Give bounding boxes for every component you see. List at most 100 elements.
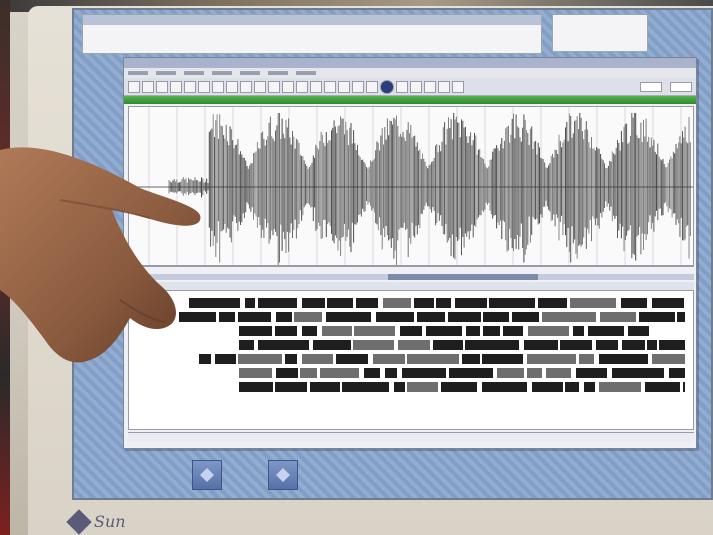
background-window[interactable]: [82, 14, 542, 54]
annotation-segment[interactable]: [276, 368, 298, 378]
annotation-segment[interactable]: [570, 298, 616, 308]
annotation-segment[interactable]: [455, 298, 487, 308]
annotation-segment[interactable]: [576, 368, 607, 378]
annotation-segment[interactable]: [639, 312, 675, 322]
annotation-segment[interactable]: [219, 312, 235, 322]
toolbar-button[interactable]: [156, 80, 168, 93]
annotation-segment[interactable]: [482, 354, 523, 364]
annotation-segment[interactable]: [647, 340, 657, 350]
annotation-segment[interactable]: [612, 368, 664, 378]
taskbar-app-icon[interactable]: [268, 460, 298, 490]
toolbar-field[interactable]: [640, 81, 662, 92]
annotation-segment[interactable]: [239, 340, 254, 350]
annotation-segment[interactable]: [482, 382, 527, 392]
annotation-segment[interactable]: [584, 382, 595, 392]
annotation-segment[interactable]: [373, 354, 405, 364]
annotation-segment[interactable]: [645, 382, 680, 392]
annotation-segment[interactable]: [258, 298, 297, 308]
menu-item[interactable]: [128, 71, 148, 75]
annotation-segment[interactable]: [538, 298, 567, 308]
annotation-segment[interactable]: [497, 368, 524, 378]
annotation-segment[interactable]: [599, 382, 641, 392]
annotation-segment[interactable]: [532, 382, 563, 392]
annotation-segment[interactable]: [579, 354, 594, 364]
background-window-right[interactable]: [552, 14, 648, 52]
toolbar-button[interactable]: [240, 80, 252, 93]
toolbar-field[interactable]: [670, 81, 692, 92]
waveform-panel[interactable]: [128, 106, 694, 266]
scrollbar-thumb[interactable]: [388, 274, 538, 280]
annotation-segment[interactable]: [489, 298, 535, 308]
annotation-segment[interactable]: [449, 368, 493, 378]
taskbar-app-icon[interactable]: [192, 460, 222, 490]
annotation-segment[interactable]: [245, 298, 255, 308]
toolbar-button[interactable]: [142, 80, 154, 93]
annotation-segment[interactable]: [483, 312, 509, 322]
annotation-segment[interactable]: [385, 368, 397, 378]
annotation-segment[interactable]: [383, 298, 411, 308]
toolbar-button[interactable]: [452, 80, 464, 93]
annotation-tier[interactable]: [129, 353, 693, 365]
annotation-segment[interactable]: [596, 340, 618, 350]
annotation-segment[interactable]: [524, 340, 558, 350]
annotation-segment[interactable]: [276, 312, 292, 322]
annotation-segment[interactable]: [275, 382, 307, 392]
toolbar-button[interactable]: [128, 80, 140, 93]
annotation-segment[interactable]: [238, 354, 282, 364]
annotation-segment[interactable]: [199, 354, 211, 364]
globe-icon[interactable]: [380, 79, 394, 94]
annotation-segment[interactable]: [215, 354, 236, 364]
toolbar-button[interactable]: [268, 80, 280, 93]
annotation-segment[interactable]: [407, 354, 459, 364]
annotation-segment[interactable]: [588, 326, 624, 336]
audio-analysis-window[interactable]: [123, 57, 697, 449]
menu-item[interactable]: [240, 71, 260, 75]
menu-item[interactable]: [184, 71, 204, 75]
annotation-segment[interactable]: [407, 382, 438, 392]
toolbar-button[interactable]: [338, 80, 350, 93]
menu-item[interactable]: [268, 71, 288, 75]
toolbar-button[interactable]: [184, 80, 196, 93]
annotation-segment[interactable]: [652, 298, 684, 308]
toolbar-button[interactable]: [352, 80, 364, 93]
annotation-segment[interactable]: [353, 340, 394, 350]
toolbar-button[interactable]: [296, 80, 308, 93]
annotation-segment[interactable]: [310, 382, 340, 392]
app-title-bar[interactable]: [124, 58, 696, 68]
annotation-segment[interactable]: [512, 312, 539, 322]
menu-item[interactable]: [296, 71, 316, 75]
annotation-segment[interactable]: [364, 368, 380, 378]
annotation-segment[interactable]: [573, 326, 584, 336]
annotation-segment[interactable]: [336, 354, 368, 364]
annotation-segment[interactable]: [465, 340, 519, 350]
annotation-segment[interactable]: [327, 298, 353, 308]
annotation-segment[interactable]: [621, 298, 647, 308]
annotation-tier[interactable]: [129, 311, 693, 323]
annotation-tier[interactable]: [129, 297, 693, 309]
annotation-segment[interactable]: [239, 326, 272, 336]
annotation-segment[interactable]: [503, 326, 523, 336]
annotation-segment[interactable]: [433, 340, 463, 350]
annotation-segment[interactable]: [560, 340, 592, 350]
annotation-segment[interactable]: [683, 382, 685, 392]
annotation-tier[interactable]: [129, 339, 693, 351]
annotation-segment[interactable]: [398, 340, 430, 350]
waveform-scrollbar[interactable]: [128, 274, 694, 280]
annotation-segment[interactable]: [179, 312, 216, 322]
menu-item[interactable]: [212, 71, 232, 75]
annotation-segment[interactable]: [302, 326, 317, 336]
toolbar-button[interactable]: [310, 80, 322, 93]
annotation-segment[interactable]: [600, 312, 636, 322]
annotation-segment[interactable]: [302, 354, 333, 364]
annotation-segment[interactable]: [542, 312, 596, 322]
annotation-segment[interactable]: [417, 312, 445, 322]
annotation-segment[interactable]: [565, 382, 579, 392]
annotation-segment[interactable]: [376, 312, 414, 322]
toolbar-button[interactable]: [424, 80, 436, 93]
annotation-segment[interactable]: [599, 354, 648, 364]
annotation-segment[interactable]: [448, 312, 481, 322]
annotation-segment[interactable]: [402, 368, 446, 378]
annotation-segment[interactable]: [528, 326, 569, 336]
annotation-segment[interactable]: [238, 312, 271, 322]
annotation-segment[interactable]: [466, 326, 480, 336]
